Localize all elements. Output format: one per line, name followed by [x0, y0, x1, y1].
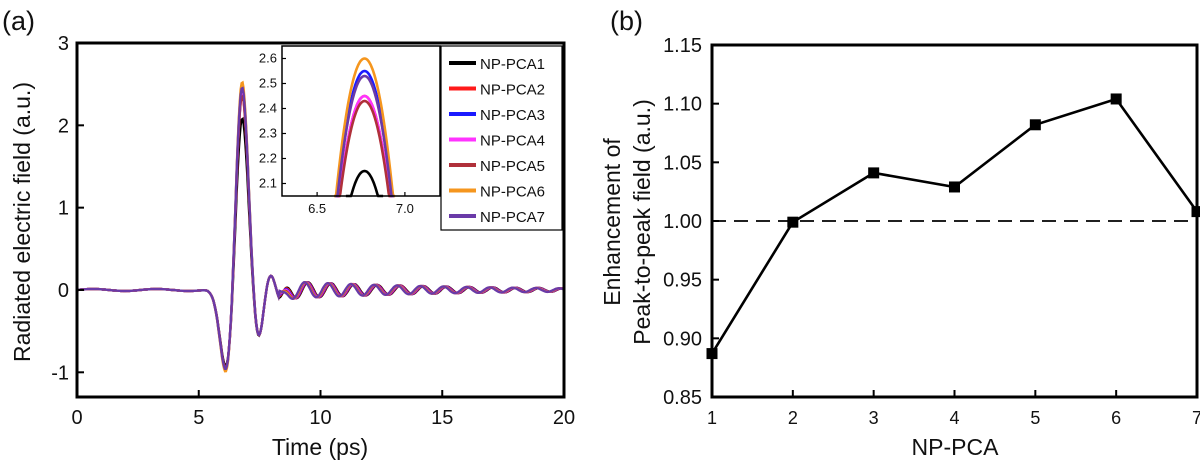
legend-label-np-pca3: NP-PCA3: [480, 107, 545, 124]
enhancement-line: [710, 97, 1199, 355]
inset-y-tick-label: 2.5: [259, 76, 277, 91]
inset-line-np-pca6: [334, 57, 396, 198]
inset-line-np-pca7: [335, 74, 394, 198]
enhancement-markers: [706, 93, 1200, 360]
y-tick-label: -1: [51, 362, 69, 384]
x-tick-label: 10: [309, 407, 331, 429]
panel-a-series-group: [76, 80, 565, 373]
inset-y-tick-label: 2.1: [259, 176, 277, 191]
panel-b-y-label-line1: Enhancement of: [599, 138, 625, 306]
y-tick-label: 0.85: [663, 387, 702, 409]
data-point-2: [787, 216, 799, 228]
panel-b-y-axis-label: Enhancement of Peak-to-peak field (a.u.): [599, 99, 655, 344]
x-tick-label: 6: [1111, 408, 1121, 428]
x-tick-label: 5: [1030, 408, 1040, 428]
y-tick-label: 1.10: [663, 94, 702, 116]
legend-label-np-pca6: NP-PCA6: [480, 184, 545, 201]
panel-b-y-ticks: 0.85 0.90 0.95 1.00 1.05 1.10 1.15: [663, 35, 719, 409]
inset-series-group: [334, 57, 396, 198]
y-tick-label: 1.05: [663, 152, 702, 174]
legend-label-np-pca4: NP-PCA4: [480, 133, 545, 150]
panel-b-x-ticks: 1 2 3 4 5 6 7: [707, 390, 1200, 428]
y-tick-label: 1.00: [663, 211, 702, 233]
y-tick-label: 1.15: [663, 35, 702, 57]
panel-b-label: (b): [610, 6, 643, 36]
panel-a-legend: NP-PCA1 NP-PCA2 NP-PCA3 NP-PCA4 NP-PCA5 NP-PC…: [440, 45, 563, 231]
x-tick-label: 4: [949, 408, 959, 428]
panel-b: (b) 1 2 3 4 5 6 7 0.85 0.90 0.95 1.00 1.05 1.10 1.15…: [599, 6, 1200, 460]
panel-b-y-label-line2: Peak-to-peak field (a.u.): [629, 99, 655, 344]
inset-y-tick-label: 2.3: [259, 126, 277, 141]
x-tick-label: 1: [707, 408, 717, 428]
x-tick-label: 3: [869, 408, 879, 428]
inset-x-tick-label: 7.0: [396, 201, 414, 216]
inset-background: [282, 46, 440, 196]
panel-a-y-ticks: -1 0 1 2 3: [51, 33, 84, 384]
y-tick-label: 0.90: [663, 328, 702, 350]
y-tick-label: 0.95: [663, 270, 702, 292]
inset-y-tick-label: 2.6: [259, 51, 277, 66]
inset-x-ticks: 6.5 7.0: [308, 192, 414, 216]
panel-a-y-axis-label: Radiated electric field (a.u.): [9, 82, 35, 362]
inset-x-tick-label: 6.5: [308, 201, 326, 216]
y-tick-label: 2: [58, 115, 69, 137]
legend-label-np-pca5: NP-PCA5: [480, 158, 545, 175]
panel-a: (a) 0 5 10 15 20 -1 0 1 2 3 Time (ps) Radiated e…: [2, 6, 575, 460]
x-tick-label: 7: [1192, 408, 1200, 428]
inset-y-ticks: 2.1 2.2 2.3 2.4 2.5 2.6: [259, 51, 286, 191]
inset-frame: [281, 45, 441, 197]
panel-b-x-axis-label: NP-PCA: [912, 434, 1000, 460]
legend-label-np-pca2: NP-PCA2: [480, 82, 545, 99]
panel-a-plot: 0 5 10 15 20 -1 0 1 2 3: [51, 33, 575, 429]
panel-a-x-axis-label: Time (ps): [272, 434, 368, 460]
data-point-3: [868, 167, 880, 179]
data-point-5: [1029, 119, 1041, 131]
inset-line-np-pca1: [345, 169, 384, 198]
inset-y-tick-label: 2.4: [259, 101, 277, 116]
x-tick-label: 5: [193, 407, 204, 429]
panel-b-plot: 1 2 3 4 5 6 7 0.85 0.90 0.95 1.00 1.05 1.10 1.15: [663, 35, 1200, 428]
x-tick-label: 0: [71, 407, 82, 429]
y-tick-label: 3: [58, 33, 69, 55]
y-tick-label: 0: [58, 280, 69, 302]
series-line-np-pca7: [76, 86, 565, 371]
panel-a-inset: 6.5 7.0 2.1 2.2 2.3 2.4 2.5 2.6: [259, 45, 441, 216]
inset-line-np-pca5: [337, 99, 392, 198]
data-point-4: [949, 181, 960, 193]
panel-a-x-ticks: 0 5 10 15 20: [71, 390, 575, 429]
x-tick-label: 2: [788, 408, 798, 428]
legend-label-np-pca1: NP-PCA1: [480, 56, 545, 73]
inset-y-tick-label: 2.2: [259, 151, 277, 166]
panel-a-label: (a): [2, 6, 35, 36]
y-tick-label: 1: [58, 198, 69, 220]
legend-label-np-pca7: NP-PCA7: [480, 209, 545, 226]
data-point-6: [1110, 93, 1122, 105]
x-tick-label: 20: [553, 407, 575, 429]
x-tick-label: 15: [431, 407, 453, 429]
